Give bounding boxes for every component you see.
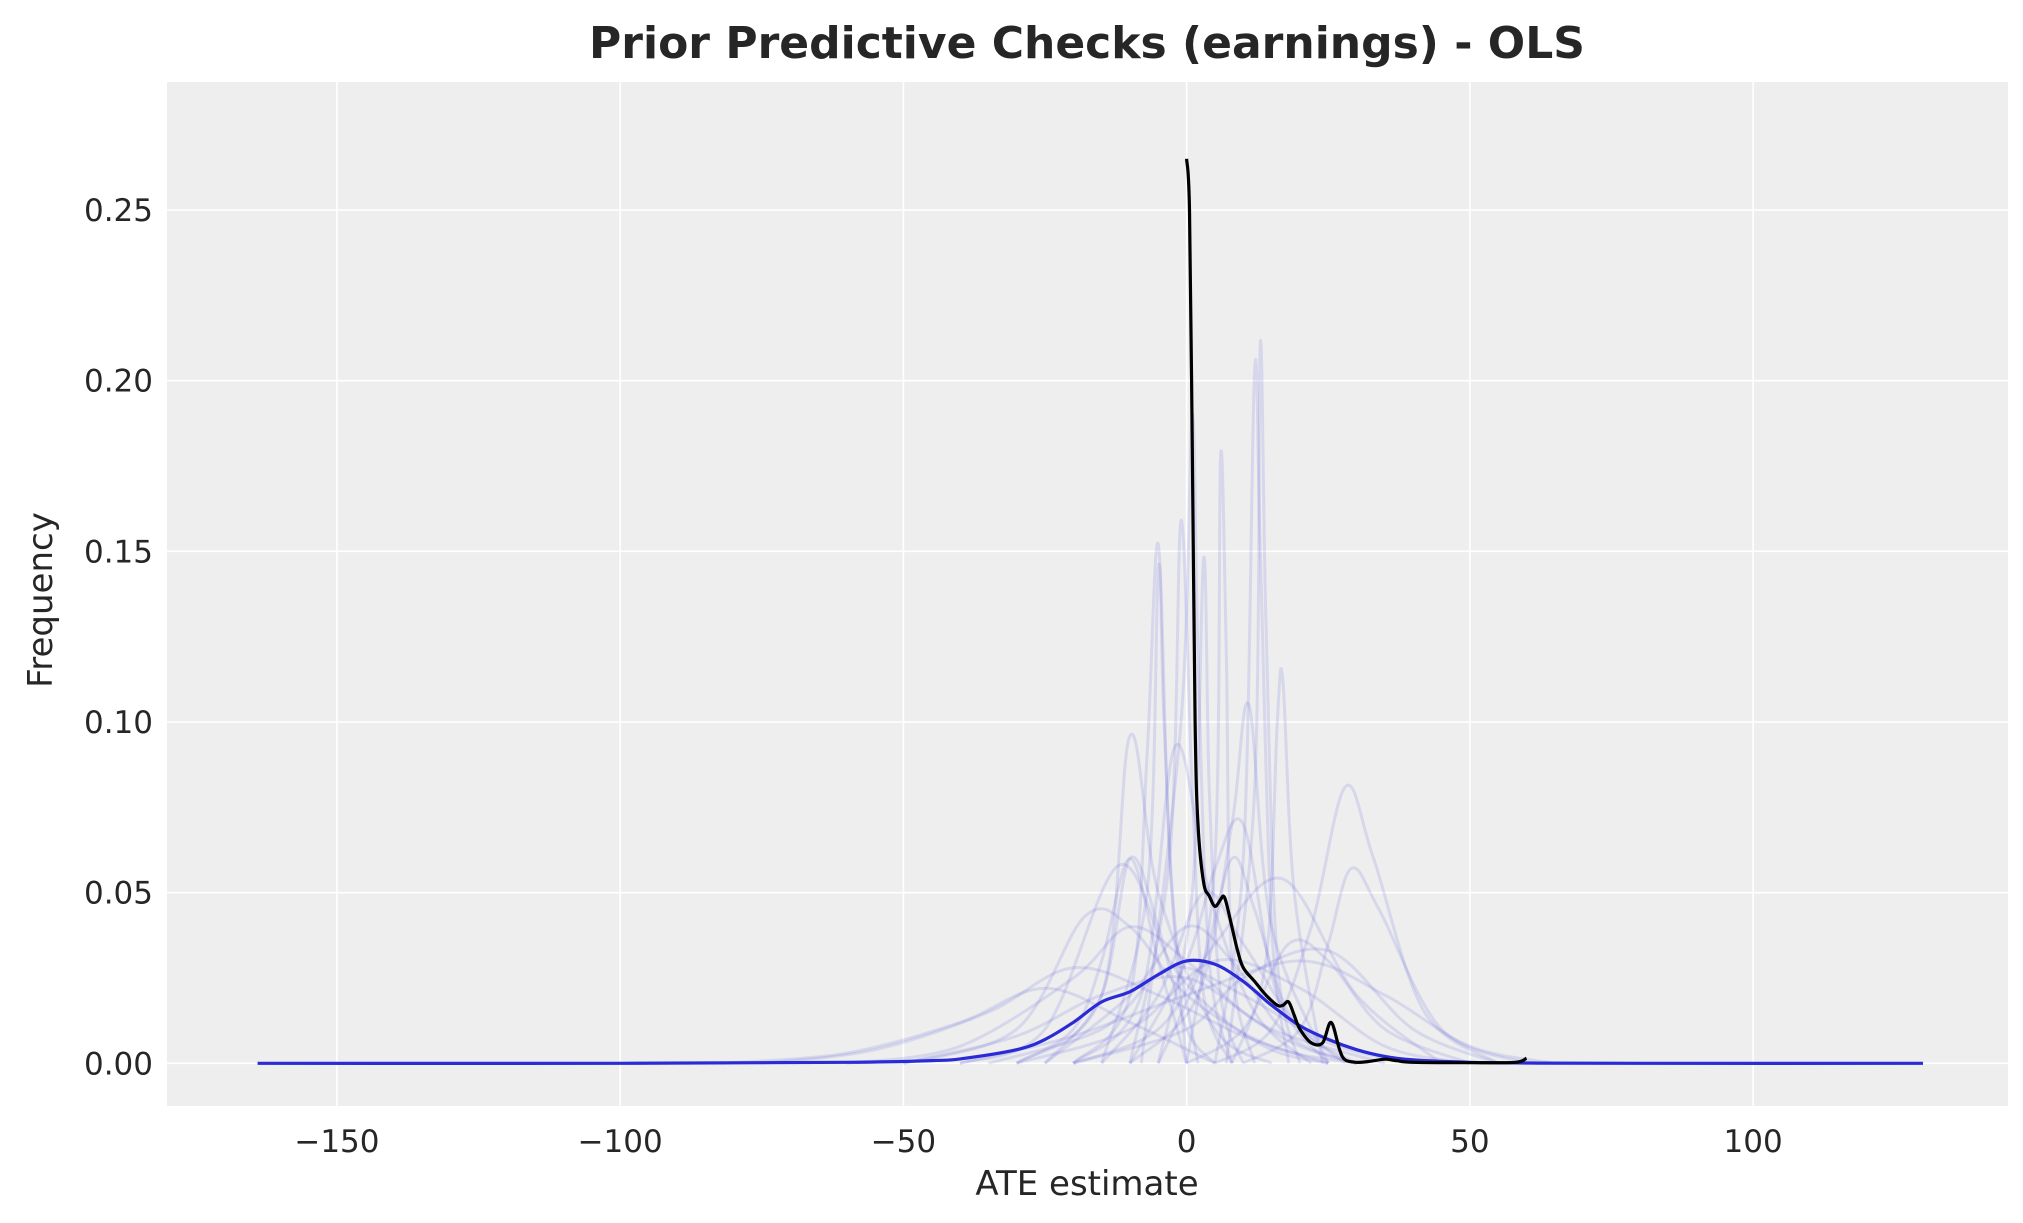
prior-sample-line [1072, 742, 1313, 1065]
y-tick-labels: 0.00 0.05 0.10 0.15 0.20 0.25 [84, 193, 153, 1082]
prior-sample-line [1156, 855, 1347, 1065]
x-tick-label: −50 [871, 1124, 936, 1160]
y-tick-label: 0.00 [84, 1046, 153, 1082]
prior-sample-line [1139, 413, 1234, 1064]
prior-sample-line [1230, 667, 1325, 1064]
y-tick-label: 0.15 [84, 534, 153, 570]
prior-sample-line [1213, 358, 1291, 1064]
prior-sample-line [1128, 519, 1234, 1064]
prior-sample-line [987, 965, 1414, 1065]
prior-sample-line [1044, 924, 1358, 1065]
plot-background [167, 82, 2008, 1106]
chart-title: Prior Predictive Checks (earnings) - OLS [589, 18, 1585, 69]
x-tick-label: −100 [578, 1124, 663, 1160]
prior-sample-lines [721, 338, 1556, 1065]
prior-sample-line [959, 959, 1556, 1065]
prior-sample-line [1185, 938, 1471, 1065]
prior-sample-line [761, 966, 1329, 1065]
prior-sample-line [1224, 338, 1302, 1064]
y-tick-label: 0.25 [84, 193, 153, 229]
prior-sample-line [959, 862, 1329, 1065]
prior-sample-line [1128, 817, 1330, 1065]
y-tick-label: 0.10 [84, 705, 153, 741]
prior-sample-line [1016, 958, 1471, 1065]
prior-sample-line [1100, 563, 1200, 1064]
y-axis-label: Frequency [21, 512, 61, 688]
prior-sample-line [902, 907, 1357, 1065]
prior-sample-line [1015, 732, 1273, 1065]
x-tick-label: 100 [1724, 1124, 1783, 1160]
prior-sample-line [721, 986, 1216, 1065]
y-tick-label: 0.20 [84, 364, 153, 400]
x-tick-label: −150 [294, 1124, 379, 1160]
prior-sample-line [846, 925, 1358, 1065]
prior-sample-line [1072, 947, 1499, 1065]
observed-layer [1185, 158, 1528, 1065]
prior-sample-line [1015, 856, 1189, 1065]
prior-sample-line [1185, 449, 1257, 1064]
y-tick-label: 0.05 [84, 876, 153, 912]
observed-line [1185, 158, 1528, 1065]
x-axis-label: ATE estimate [975, 1164, 1198, 1204]
prior-sample-line [1156, 555, 1245, 1064]
prior-sample-line [1072, 876, 1443, 1065]
prior-sample-line [1128, 701, 1330, 1065]
x-tick-label: 0 [1177, 1124, 1197, 1160]
x-tick-labels: −150 −100 −50 0 50 100 [294, 1124, 1782, 1160]
x-tick-label: 50 [1450, 1124, 1489, 1160]
prior-sample-line [1214, 783, 1500, 1065]
